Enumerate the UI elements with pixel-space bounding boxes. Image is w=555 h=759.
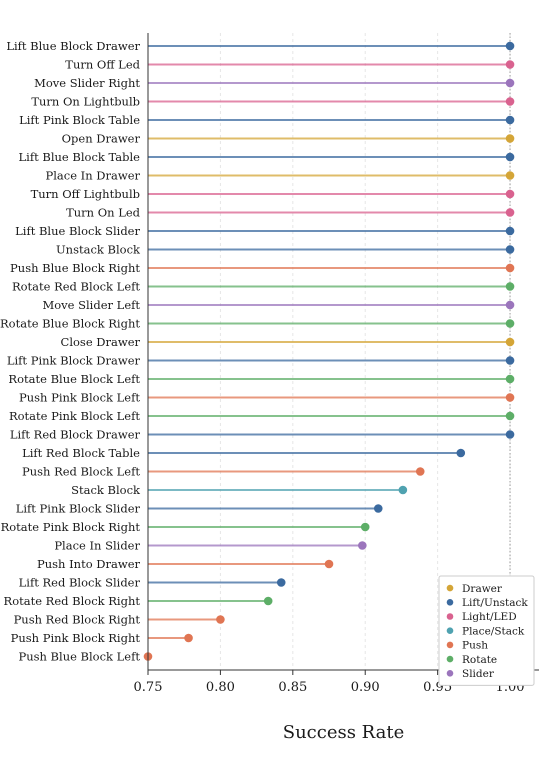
category-label-push-blue-block-left: Push Blue Block Left	[18, 650, 140, 664]
x-tick-label: 0.80	[206, 680, 235, 695]
category-label-open-drawer: Open Drawer	[62, 132, 141, 146]
legend-marker-drawer	[446, 584, 454, 592]
legend-label-push: Push	[462, 640, 488, 652]
point-rotate-red-block-right	[263, 596, 273, 606]
legend-label-light-led: Light/LED	[462, 611, 517, 623]
point-stack-block	[398, 485, 408, 495]
category-label-move-slider-left: Move Slider Left	[42, 298, 140, 312]
category-label-place-in-slider: Place In Slider	[54, 539, 140, 553]
category-label-rotate-red-block-left: Rotate Red Block Left	[12, 280, 140, 294]
points	[143, 41, 515, 661]
stems	[148, 45, 511, 639]
point-lift-red-block-slider	[276, 578, 286, 587]
point-close-drawer	[505, 337, 515, 347]
point-place-in-drawer	[505, 171, 515, 180]
legend-marker-lift-unstack	[446, 599, 454, 606]
category-label-push-red-block-right: Push Red Block Right	[14, 613, 141, 627]
point-move-slider-left	[505, 300, 515, 310]
category-label-push-blue-block-right: Push Blue Block Right	[10, 261, 140, 275]
point-unstack-block	[505, 245, 515, 254]
point-turn-off-led	[505, 60, 515, 69]
point-push-red-block-left	[415, 467, 425, 476]
legend-label-lift-unstack: Lift/Unstack	[462, 597, 528, 609]
category-label-turn-on-led: Turn On Led	[66, 206, 141, 220]
category-label-lift-red-block-drawer: Lift Red Block Drawer	[10, 428, 141, 442]
point-turn-off-lightbulb	[505, 189, 515, 199]
point-push-pink-block-right	[184, 633, 193, 643]
point-rotate-pink-block-right	[360, 522, 370, 532]
x-axis-title: Success Rate	[283, 722, 405, 743]
category-label-lift-red-block-slider: Lift Red Block Slider	[19, 576, 141, 590]
legend-marker-place-stack	[446, 627, 454, 634]
category-label-rotate-pink-block-left: Rotate Pink Block Left	[9, 409, 140, 423]
legend: Drawer Lift/Unstack Light/LED Place/Stack Pu…	[438, 575, 535, 686]
point-turn-on-lightbulb	[505, 97, 515, 106]
category-label-lift-red-block-table: Lift Red Block Table	[22, 446, 140, 460]
category-label-lift-pink-block-slider: Lift Pink Block Slider	[16, 502, 141, 516]
grid-lines	[219, 33, 511, 670]
legend-box	[438, 575, 535, 686]
category-label-close-drawer: Close Drawer	[61, 335, 141, 349]
category-label-place-in-drawer: Place In Drawer	[46, 169, 141, 183]
category-labels: Lift Blue Block Drawer Turn Off Led Move S…	[0, 39, 141, 664]
category-label-rotate-blue-block-left: Rotate Blue Block Left	[8, 372, 140, 386]
point-rotate-blue-block-left	[505, 374, 515, 384]
category-label-lift-blue-block-drawer: Lift Blue Block Drawer	[6, 39, 140, 53]
point-push-blue-block-right	[505, 263, 515, 273]
category-label-lift-pink-block-drawer: Lift Pink Block Drawer	[7, 354, 141, 368]
axes	[147, 33, 539, 671]
point-lift-blue-block-drawer	[505, 41, 515, 51]
legend-label-rotate: Rotate	[462, 654, 497, 666]
category-label-rotate-blue-block-right: Rotate Blue Block Right	[0, 317, 140, 331]
category-label-move-slider-right: Move Slider Right	[34, 76, 140, 90]
legend-label-slider: Slider	[462, 668, 495, 680]
point-push-red-block-right	[216, 615, 225, 624]
category-label-rotate-pink-block-right: Rotate Pink Block Right	[1, 520, 141, 534]
point-lift-red-block-drawer	[505, 430, 515, 439]
category-label-unstack-block: Unstack Block	[56, 243, 141, 257]
point-turn-on-led	[505, 208, 515, 217]
legend-marker-rotate	[446, 655, 454, 663]
point-rotate-pink-block-left	[505, 411, 515, 421]
point-lift-pink-block-table	[505, 115, 515, 125]
category-label-push-pink-block-left: Push Pink Block Left	[19, 391, 140, 405]
category-label-lift-blue-block-table: Lift Blue Block Table	[19, 150, 141, 164]
category-label-turn-on-lightbulb: Turn On Lightbulb	[31, 95, 140, 109]
category-label-lift-blue-block-slider: Lift Blue Block Slider	[15, 224, 140, 238]
category-label-rotate-red-block-right: Rotate Red Block Right	[4, 594, 141, 608]
legend-label-drawer: Drawer	[462, 583, 503, 595]
legend-marker-push	[446, 641, 454, 649]
category-label-turn-off-lightbulb: Turn Off Lightbulb	[31, 187, 140, 201]
legend-marker-slider	[446, 670, 454, 677]
point-lift-blue-block-table	[505, 152, 515, 162]
legend-marker-light-led	[446, 613, 454, 620]
point-rotate-blue-block-right	[505, 319, 515, 328]
x-tick-label: 0.90	[351, 680, 380, 695]
point-lift-red-block-table	[456, 448, 466, 458]
point-place-in-slider	[358, 541, 367, 550]
category-label-push-pink-block-right: Push Pink Block Right	[11, 631, 141, 645]
legend-label-place-stack: Place/Stack	[462, 625, 525, 637]
point-lift-blue-block-slider	[505, 226, 515, 236]
category-label-lift-pink-block-table: Lift Pink Block Table	[19, 113, 140, 127]
point-push-pink-block-left	[505, 393, 515, 402]
point-rotate-red-block-left	[505, 282, 515, 291]
point-move-slider-right	[505, 78, 515, 88]
category-label-turn-off-led: Turn Off Led	[65, 58, 140, 72]
point-push-into-drawer	[324, 559, 334, 569]
category-label-stack-block: Stack Block	[71, 483, 141, 497]
category-label-push-into-drawer: Push Into Drawer	[37, 557, 140, 571]
x-tick-label: 0.75	[134, 680, 163, 695]
category-label-push-red-block-left: Push Red Block Left	[22, 465, 140, 479]
x-tick-label: 0.85	[278, 680, 307, 695]
point-lift-pink-block-drawer	[505, 356, 515, 365]
point-open-drawer	[505, 134, 515, 143]
point-lift-pink-block-slider	[373, 504, 383, 513]
